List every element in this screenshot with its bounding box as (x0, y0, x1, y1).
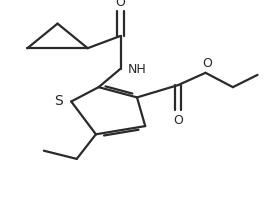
Text: O: O (116, 0, 125, 9)
Text: O: O (173, 113, 183, 126)
Text: S: S (54, 94, 63, 108)
Text: NH: NH (127, 63, 146, 76)
Text: O: O (202, 57, 212, 70)
